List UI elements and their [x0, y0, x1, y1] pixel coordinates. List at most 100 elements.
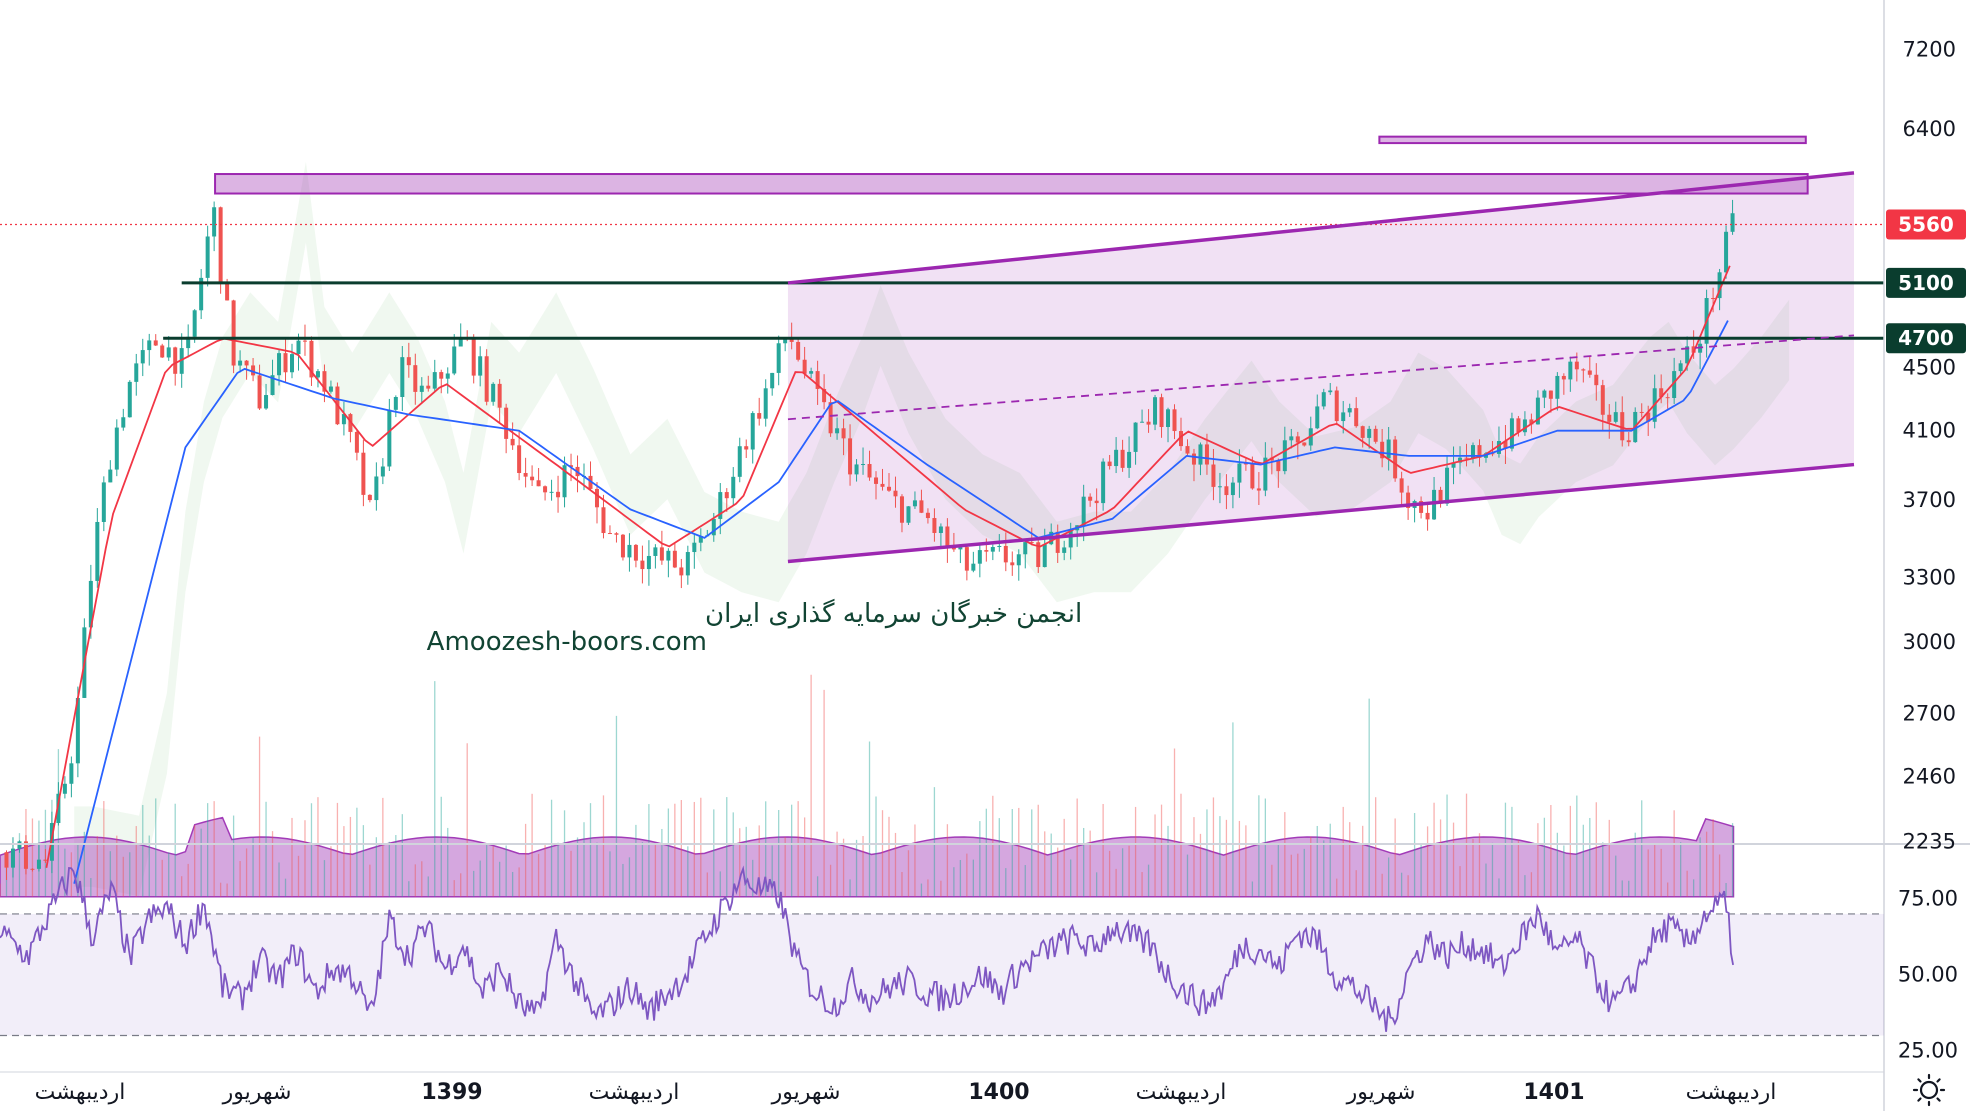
candle-body [601, 507, 606, 534]
candle-body [951, 547, 956, 550]
price-tick-label: 6400 [1903, 117, 1956, 141]
price-tick-label: 2460 [1903, 765, 1956, 789]
candle-body [666, 550, 671, 561]
candle-body [731, 476, 736, 499]
candle-body [387, 409, 392, 467]
sun-gear-icon[interactable] [1912, 1073, 1946, 1107]
candle-body [315, 371, 320, 378]
candle-body [1120, 449, 1125, 468]
candle-body [147, 340, 152, 351]
candle-body [1159, 397, 1164, 428]
volume-area [0, 816, 1735, 898]
candle-body [1724, 231, 1729, 273]
candle-body [186, 336, 191, 349]
candle-body [517, 445, 522, 473]
candle-body [828, 402, 833, 434]
price-tag-badge [1886, 323, 1966, 354]
candle-body [899, 496, 904, 523]
channel-lower-line [787, 462, 1855, 564]
candle-body [296, 340, 301, 355]
candle-body [192, 310, 197, 337]
candle-body [413, 365, 418, 392]
candle-body [783, 338, 788, 344]
price-tag-label: 5100 [1898, 271, 1954, 295]
candle-body [1626, 440, 1631, 443]
candle-body [841, 428, 846, 439]
candle-body [69, 763, 74, 784]
price-tag-badge [1886, 267, 1966, 298]
candle-body [419, 385, 424, 392]
candle-body [1516, 418, 1521, 433]
candle-body [101, 482, 106, 522]
candle-body [1393, 439, 1398, 479]
candle-body [919, 500, 924, 513]
rsi-line [0, 865, 1734, 1032]
candle-body [328, 386, 333, 392]
candle-body [1315, 406, 1320, 429]
candle-body [497, 383, 502, 408]
candle-body [1685, 346, 1690, 364]
candle-body [1016, 554, 1021, 566]
candle-body [932, 518, 937, 533]
candle-body [861, 464, 866, 466]
drawings[interactable] [0, 135, 1884, 564]
candle-body [835, 428, 840, 434]
candle-body [1581, 369, 1586, 371]
candle-body [458, 336, 463, 347]
candle-body [893, 490, 898, 497]
rsi-band [0, 913, 1884, 1036]
candle-body [1107, 461, 1112, 467]
candle-body [776, 343, 781, 373]
candle-body [659, 547, 664, 561]
candle-body [958, 547, 963, 550]
candle-body [724, 492, 729, 499]
candle-body [374, 476, 379, 501]
candle-body [114, 427, 119, 470]
candle-body [1042, 544, 1047, 568]
price-tick-label: 3700 [1903, 488, 1956, 512]
candle-body [1321, 392, 1326, 407]
candle-body [1380, 441, 1385, 459]
candle-body [1568, 361, 1573, 380]
channel-area [787, 172, 1855, 562]
candle-body [400, 357, 405, 398]
candle-body [510, 438, 515, 446]
time-axis[interactable]: اردیبهشت شهریور 1399 اردیبهشت شهریور 1400 اردی… [35, 1080, 1777, 1105]
candle-body [543, 486, 548, 493]
resistance-zone-lower [214, 173, 1809, 195]
time-axis-label: شهریور [222, 1080, 292, 1105]
price-axis[interactable]: 7200 6400 4500 4100 3700 3300 3000 2700 2460 2235 [1903, 37, 1956, 853]
candle-body [1133, 422, 1138, 452]
candle-body [964, 547, 969, 571]
candle-body [302, 340, 307, 342]
candle-body [556, 491, 561, 498]
candle-body [744, 446, 749, 450]
candle-body [491, 383, 496, 402]
watermark-persian: انجمن خبرگان سرمایه گذاری ایران [705, 598, 1082, 629]
candle-body [1620, 412, 1625, 441]
candle-body [796, 341, 801, 360]
candle-body [1094, 500, 1099, 504]
price-tags: 5560 5100 4700 [1886, 209, 1966, 354]
candle-body [153, 340, 158, 346]
candle-body [672, 550, 677, 568]
candle-body [1665, 397, 1670, 399]
candle-body [478, 356, 483, 376]
candle-body [1496, 440, 1501, 454]
candle-body [770, 372, 775, 389]
rsi-axis[interactable]: 75.00 50.00 25.00 [1898, 887, 1958, 1063]
candle-body [1282, 440, 1287, 472]
candle-body [1639, 411, 1644, 413]
candle-body [56, 793, 61, 824]
candle-body [445, 373, 450, 379]
candle-body [264, 395, 269, 409]
candle-body [1185, 446, 1190, 454]
candle-body [1672, 371, 1677, 398]
candle-body [1204, 444, 1209, 465]
candle-body [763, 388, 768, 419]
candle-body [1198, 444, 1203, 465]
candle-body [238, 360, 243, 366]
candle-body [569, 465, 574, 467]
